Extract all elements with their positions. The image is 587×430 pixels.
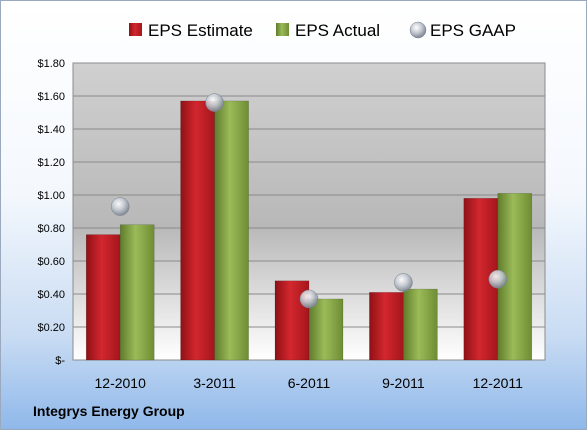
bar-eps-estimate (369, 292, 404, 361)
marker-eps-gaap (488, 269, 508, 289)
bar-eps-actual (308, 298, 344, 361)
x-tick-label: 3-2011 (193, 375, 236, 391)
y-tick-label: $1.40 (37, 124, 65, 136)
legend-swatch (276, 23, 289, 36)
marker-eps-gaap (110, 197, 130, 216)
x-axis-labels: 12-2010 3-2011 6-2011 9-2011 12-2011 (95, 375, 524, 391)
bar-eps-estimate (180, 100, 215, 361)
bar-eps-actual (403, 288, 438, 361)
y-axis-ticks: $- $0.20 $0.40 $0.60 $0.80 $1.00 $1.20 $1.40 $1.… (37, 58, 65, 367)
legend-swatch (129, 23, 142, 36)
marker-eps-gaap (299, 289, 319, 309)
legend-swatch (409, 21, 427, 39)
legend: EPS Estimate EPS Actual EPS GAAP (129, 21, 516, 40)
gaap-markers (110, 93, 508, 309)
y-tick-label: $0.80 (37, 223, 65, 235)
company-name: Integrys Energy Group (33, 403, 185, 419)
x-tick-label: 12-2011 (473, 375, 524, 391)
legend-label: EPS Actual (295, 21, 380, 40)
y-tick-label: $1.20 (37, 157, 65, 169)
x-tick-label: 12-2010 (95, 375, 147, 391)
y-tick-label: $1.80 (37, 58, 65, 70)
x-tick-label: 6-2011 (288, 375, 331, 391)
bar-eps-actual (119, 224, 155, 361)
bar-eps-estimate (85, 234, 121, 361)
bars (85, 100, 533, 361)
y-tick-label: $0.20 (37, 322, 65, 334)
y-tick-label: $0.60 (37, 256, 65, 268)
bar-eps-actual (214, 100, 249, 361)
legend-label: EPS GAAP (430, 21, 516, 40)
y-tick-label: $0.40 (37, 289, 65, 301)
bar-eps-estimate (274, 280, 310, 361)
x-tick-label: 9-2011 (382, 375, 425, 391)
y-tick-label: $1.00 (37, 190, 65, 202)
y-tick-label: $1.60 (37, 91, 65, 103)
y-tick-label: $- (55, 355, 65, 367)
marker-eps-gaap (394, 273, 413, 292)
marker-eps-gaap (205, 93, 224, 112)
legend-label: EPS Estimate (148, 21, 253, 40)
